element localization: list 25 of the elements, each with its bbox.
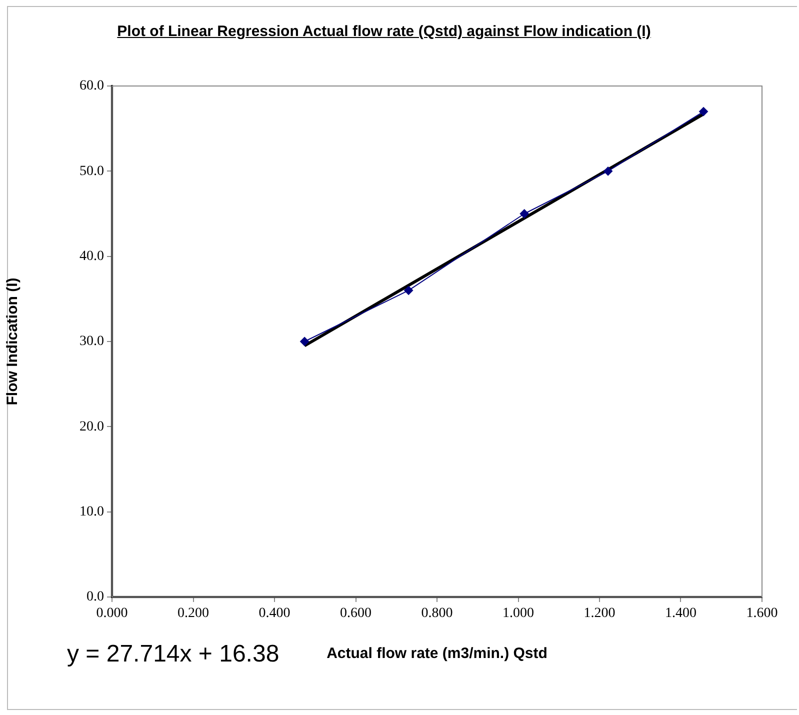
text: y = 27.714x + 16.38	[67, 640, 280, 668]
x-tick-label: 0.800	[421, 606, 453, 622]
x-tick-label: 1.000	[502, 606, 534, 622]
y-tick-label: 0.0	[86, 590, 104, 605]
y-axis-title: Flow Indication (I)	[4, 278, 22, 406]
x-axis-title: Actual flow rate (m3/min.) Qstd	[326, 645, 548, 662]
y-tick-label: 60.0	[80, 78, 104, 94]
point	[699, 107, 708, 116]
x-tick-label: 1.600	[746, 606, 778, 622]
x-tick-label: 0.000	[96, 606, 128, 622]
point	[300, 337, 310, 346]
x-tick-label: 0.200	[178, 606, 209, 622]
x-tick-label: 1.400	[665, 606, 696, 622]
y-tick-label: 30.0	[80, 334, 104, 350]
x-tick-label: 1.200	[584, 606, 616, 622]
y-tick-label: 20.0	[80, 419, 104, 434]
y-tick-label: 40.0	[80, 249, 104, 264]
x-tick-label: 0.600	[340, 606, 372, 622]
point	[604, 166, 613, 176]
chart-title: Plot of Linear Regression Actual flow rate (Qstd) against Flow indication (I)	[116, 22, 652, 42]
x-tick-label: 0.400	[258, 606, 290, 622]
y-tick-label: 10.0	[80, 504, 104, 520]
y-tick-label: 50.0	[80, 164, 104, 179]
point	[404, 286, 414, 295]
point	[520, 209, 529, 218]
